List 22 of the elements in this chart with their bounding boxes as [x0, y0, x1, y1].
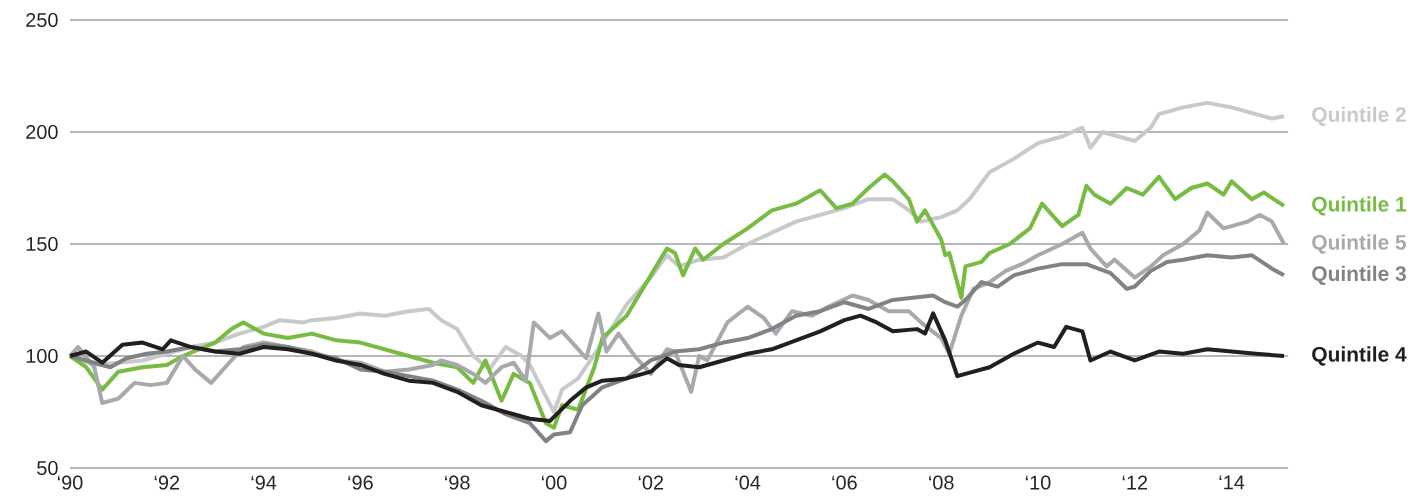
x-tick-label: ‘90	[57, 475, 83, 490]
x-tick-label: ‘92	[154, 475, 180, 490]
x-tick-label: ‘12	[1122, 475, 1148, 490]
y-tick-label: 50	[37, 460, 58, 476]
x-tick-label: ‘10	[1025, 475, 1051, 490]
x-tick-label: ‘14	[1219, 475, 1245, 490]
series-label: Quintile 3	[1312, 265, 1406, 285]
series-label: Quintile 5	[1312, 234, 1407, 254]
y-tick-label: 100	[26, 348, 58, 364]
x-tick-label: ‘08	[929, 475, 954, 490]
y-tick-label: 200	[26, 124, 58, 140]
x-tick-label: ‘04	[735, 475, 761, 490]
x-tick-label: ‘94	[251, 475, 277, 490]
x-tick-label: ‘02	[638, 475, 664, 490]
x-tick-label: ‘98	[445, 475, 470, 490]
y-tick-label: 150	[26, 236, 58, 252]
x-tick-label: ‘06	[832, 475, 857, 490]
x-tick-label: ‘96	[348, 475, 373, 490]
series-label: Quintile 4	[1312, 346, 1407, 366]
x-tick-label: ‘00	[541, 475, 567, 490]
series-label: Quintile 1	[1312, 196, 1407, 216]
y-tick-label: 250	[26, 12, 58, 28]
